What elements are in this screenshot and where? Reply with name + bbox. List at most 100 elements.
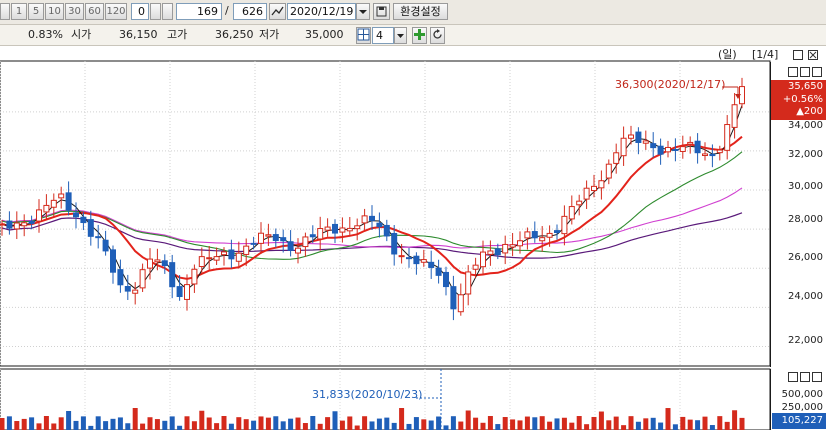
current-price-change-rate: +0.56% (782, 93, 823, 105)
period-button-1[interactable]: 1 (11, 3, 27, 20)
volume-bar (658, 422, 664, 430)
date-input[interactable]: 2020/12/19 (287, 3, 356, 20)
candle-body (124, 286, 131, 292)
add-indicator-icon[interactable] (412, 27, 427, 44)
volume-bar (310, 416, 316, 430)
current-volume-tag: 105,227 (772, 413, 826, 429)
candle-body (258, 232, 264, 244)
volume-bar (362, 416, 368, 430)
volume-bar (717, 416, 723, 430)
volume-bar (132, 408, 138, 430)
restore-window-icon[interactable] (793, 50, 803, 60)
volume-bar (154, 419, 160, 430)
candle-body (198, 256, 205, 268)
candle-body (487, 250, 494, 255)
candle-body (635, 131, 642, 143)
volume-bar (206, 417, 212, 430)
ma60-line (1, 151, 743, 260)
close-window-icon[interactable] (808, 50, 818, 60)
price-chart[interactable] (0, 46, 826, 430)
period-button-30[interactable]: 30 (65, 3, 84, 20)
candle-body (102, 239, 109, 252)
candle-body (184, 284, 190, 300)
volume-bar (80, 416, 86, 430)
volume-bar (103, 421, 109, 430)
period-button-10[interactable]: 10 (45, 3, 64, 20)
candle-body (50, 199, 57, 208)
volume-bar (436, 416, 442, 430)
volume-bar (214, 423, 220, 430)
current-price-change: ▲200 (796, 106, 823, 117)
total-count-input: 626 (233, 3, 267, 20)
panel-minimize-icon[interactable] (788, 67, 798, 77)
panel-maximize-icon[interactable] (800, 67, 810, 77)
candle-body (110, 249, 116, 273)
candle-body (702, 153, 708, 157)
period-button-5[interactable]: 5 (28, 3, 44, 20)
period-button-60[interactable]: 60 (85, 3, 104, 20)
volume-panel-close-icon[interactable] (812, 372, 822, 382)
candle-body (398, 255, 405, 258)
candle-body (665, 146, 671, 153)
candle-body (509, 244, 516, 248)
refresh-icon[interactable] (430, 27, 445, 44)
current-price-tag: 35,650 +0.56% ▲200 (771, 80, 826, 120)
volume-bar (169, 416, 175, 430)
candle-body (694, 140, 701, 154)
price-axis-label: 28,000 (788, 214, 823, 225)
volume-bar (621, 425, 627, 430)
high-label: 고가 (167, 28, 188, 41)
period-button-tick[interactable] (0, 3, 10, 20)
current-index-input[interactable]: 169 (176, 3, 222, 20)
volume-bar (339, 420, 345, 430)
volume-bar (88, 425, 94, 430)
candle-body (650, 143, 657, 149)
candle-body (139, 269, 146, 289)
settings-button[interactable]: 환경설정 (393, 3, 448, 20)
volume-bar (354, 425, 360, 430)
volume-panel-maximize-icon[interactable] (800, 372, 810, 382)
count-input[interactable]: 0 (131, 3, 149, 20)
volume-bar (384, 417, 390, 430)
save-icon[interactable] (373, 3, 390, 20)
volume-bar (273, 416, 279, 430)
candle-body (280, 237, 287, 242)
price-axis-label: 24,000 (788, 291, 823, 302)
candle-body (480, 251, 486, 268)
volume-bar (695, 420, 701, 430)
candle-body (502, 243, 509, 254)
volume-bar (191, 421, 197, 430)
volume-bar (665, 408, 671, 430)
candle-body (539, 237, 546, 242)
volume-bar (584, 424, 590, 430)
candle-body (494, 248, 501, 256)
count-spin-button[interactable] (150, 3, 161, 20)
chart-type-icon[interactable] (269, 3, 286, 20)
page-indicator: [1/4] (752, 48, 779, 61)
volume-bar (73, 420, 79, 430)
index-separator: / (225, 4, 229, 17)
volume-bar (140, 423, 146, 430)
volume-bar (162, 420, 168, 430)
date-dropdown-icon[interactable] (356, 3, 370, 20)
volume-bar (517, 420, 523, 430)
volume-bar (125, 423, 131, 430)
volume-bar (524, 416, 530, 430)
volume-bar (569, 422, 575, 430)
volume-bar (6, 416, 12, 430)
grid-layout-icon[interactable] (356, 27, 371, 44)
candle-body (716, 149, 723, 154)
candle-body (95, 236, 102, 239)
panel-close-icon[interactable] (812, 67, 822, 77)
candle-body (221, 251, 227, 256)
candle-body (531, 231, 538, 239)
volume-bar (532, 417, 538, 430)
period-button-120[interactable]: 120 (105, 3, 127, 20)
volume-bar (606, 420, 612, 430)
scroll-back-button[interactable] (162, 3, 173, 20)
candle-body (21, 222, 28, 227)
volume-panel-minimize-icon[interactable] (788, 372, 798, 382)
chart-count-dropdown-icon[interactable] (394, 27, 407, 44)
chart-count-select[interactable]: 4 (372, 27, 394, 44)
chart-area[interactable] (0, 46, 826, 430)
